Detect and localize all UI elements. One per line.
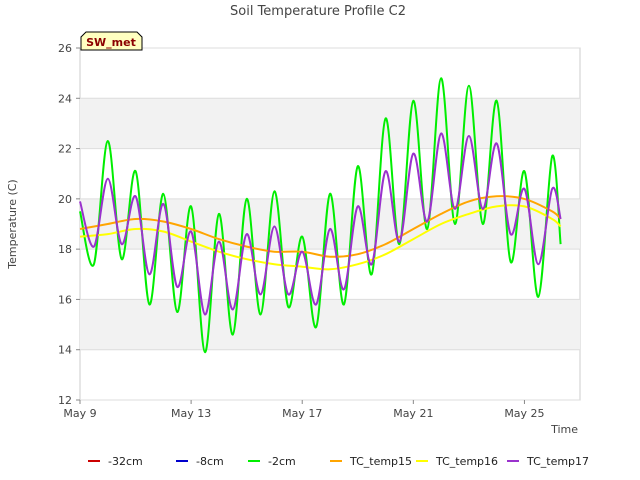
series-line-tc-temp15	[79, 195, 562, 258]
legend-label-tc-temp16: TC_temp16	[435, 455, 498, 468]
x-axis-label: Time	[550, 423, 578, 436]
series-line-2cm	[79, 77, 562, 354]
x-tick-label: May 21	[393, 407, 433, 420]
y-tick-label: 16	[58, 293, 72, 306]
station-badge-box	[80, 31, 143, 51]
legend-label-2cm: -2cm	[268, 455, 296, 468]
grid-band	[80, 299, 580, 350]
y-axis-label: Temperature (C)	[6, 179, 19, 269]
grid-bands	[80, 47, 580, 401]
y-tick-label: 18	[58, 243, 72, 256]
x-tick-label: May 17	[282, 407, 322, 420]
y-tick-label: 12	[58, 394, 72, 407]
x-tick-label: May 25	[504, 407, 544, 420]
y-tick-label: 14	[58, 344, 72, 357]
series-line-tc-temp17	[79, 132, 562, 316]
x-tick-label: May 13	[171, 407, 211, 420]
legend: -32cm -8cm -2cm TC_temp15 TC_temp16 TC_temp17	[88, 455, 589, 468]
legend-label-tc-temp15: TC_temp15	[349, 455, 412, 468]
legend-label-tc-temp17: TC_temp17	[526, 455, 589, 468]
y-tick-label: 24	[58, 92, 72, 105]
series-lines	[79, 77, 562, 354]
chart-title: Soil Temperature Profile C2	[230, 4, 406, 19]
y-axis-ticks: 12 14 16 18 20 22 24 26	[58, 42, 80, 407]
y-tick-label: 26	[58, 42, 72, 55]
series-line-tc-temp16	[79, 204, 562, 271]
station-badge: SW_met	[80, 31, 143, 51]
legend-label-8cm: -8cm	[196, 455, 224, 468]
legend-label-32cm: -32cm	[108, 455, 143, 468]
grid-band	[80, 98, 580, 149]
y-tick-label: 22	[58, 143, 72, 156]
x-tick-label: May 9	[63, 407, 96, 420]
station-badge-label: SW_met	[86, 36, 136, 49]
y-tick-label: 20	[58, 193, 72, 206]
x-axis-ticks: May 9 May 13 May 17 May 21 May 25	[63, 400, 545, 420]
